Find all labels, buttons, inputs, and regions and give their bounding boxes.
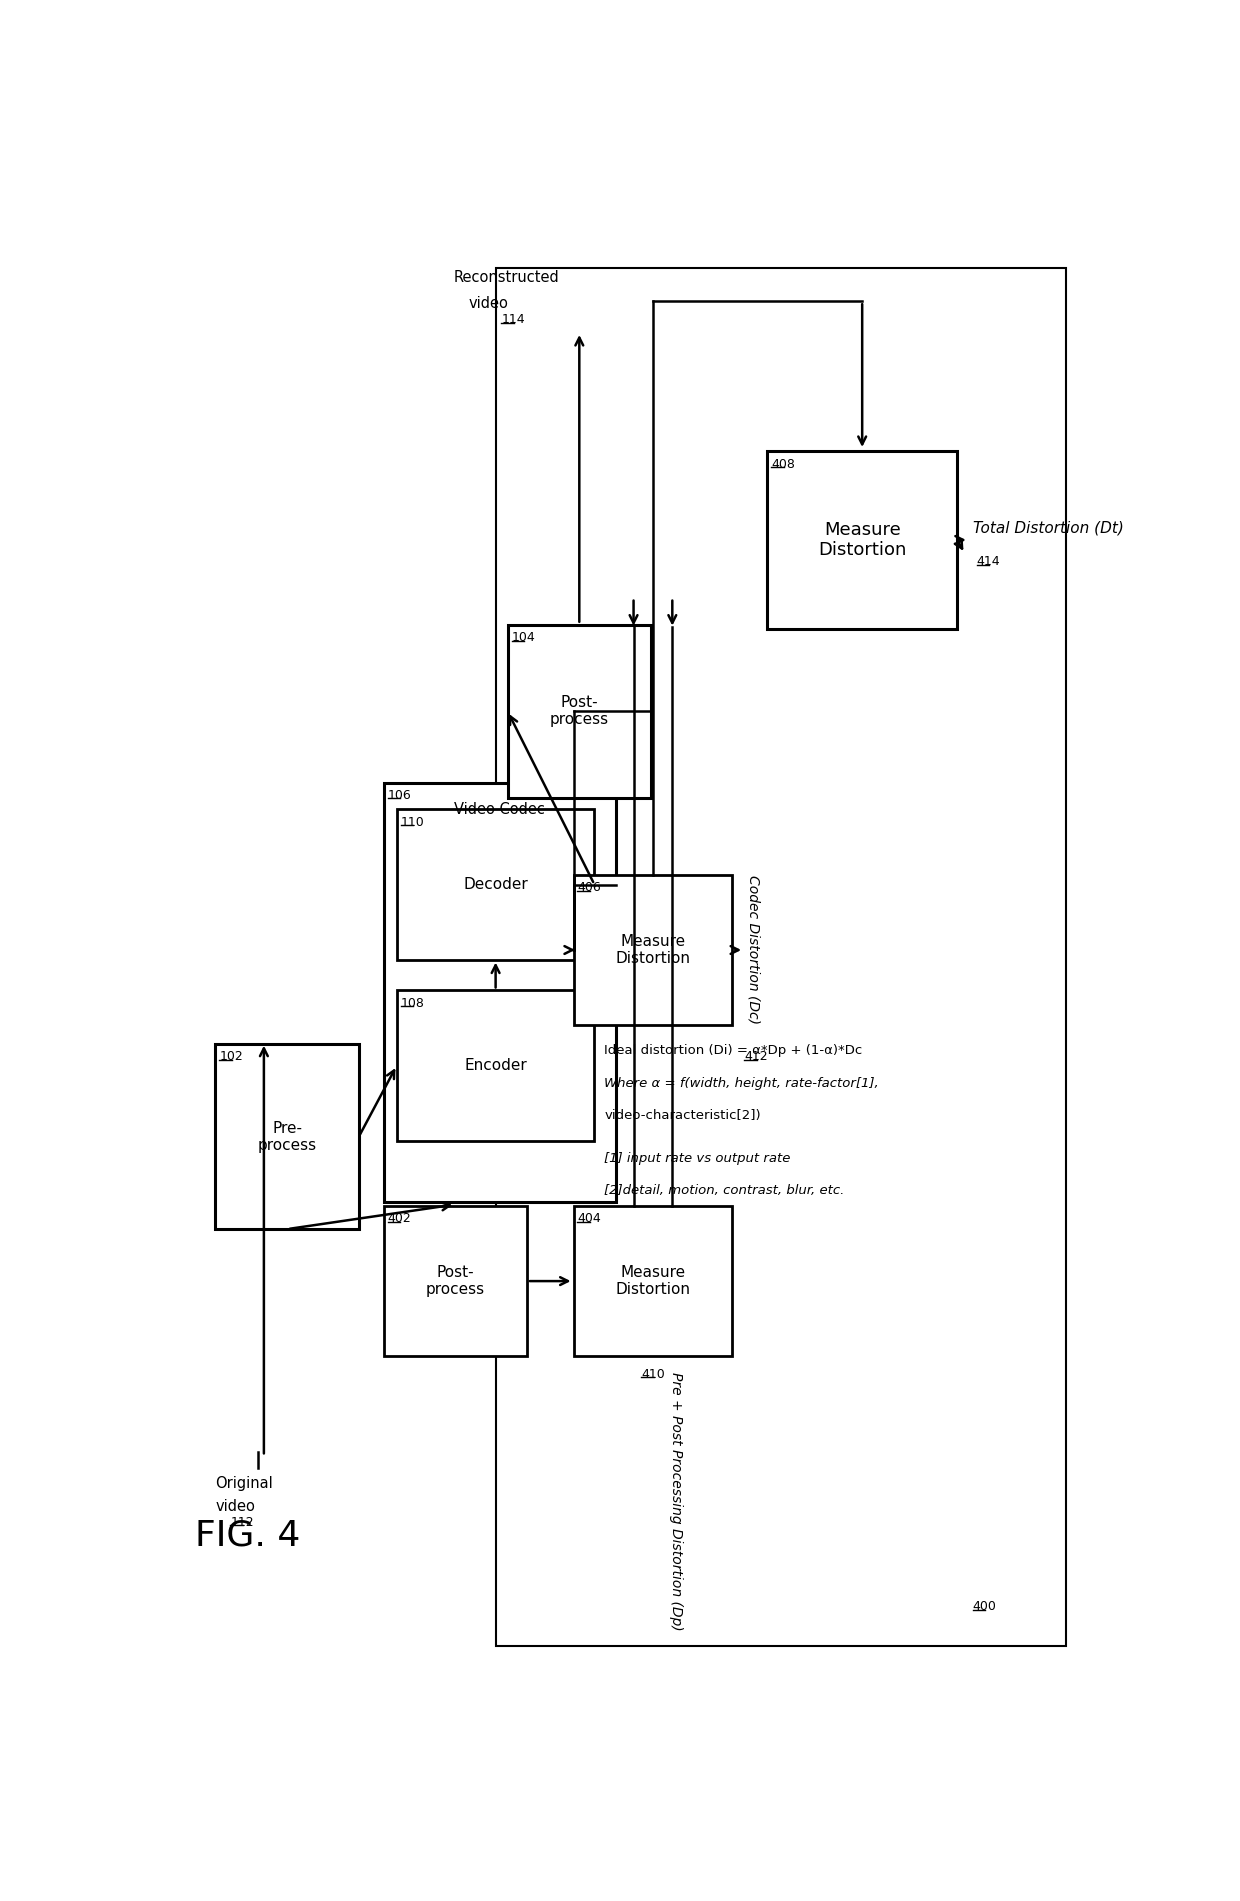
FancyBboxPatch shape	[383, 783, 616, 1201]
Text: video: video	[469, 297, 508, 312]
Text: Ideal distortion (Di) = α*Dp + (1-α)*Dc: Ideal distortion (Di) = α*Dp + (1-α)*Dc	[605, 1044, 863, 1057]
Text: Total Distortion (Dt): Total Distortion (Dt)	[972, 521, 1123, 536]
Text: Measure
Distortion: Measure Distortion	[615, 1264, 691, 1296]
Text: 104: 104	[511, 631, 536, 644]
FancyBboxPatch shape	[768, 451, 957, 629]
Text: 102: 102	[219, 1051, 243, 1063]
Text: 406: 406	[578, 880, 601, 893]
FancyBboxPatch shape	[507, 625, 651, 798]
FancyBboxPatch shape	[397, 990, 594, 1141]
Text: [2]detail, motion, contrast, blur, etc.: [2]detail, motion, contrast, blur, etc.	[605, 1184, 844, 1198]
FancyBboxPatch shape	[397, 810, 594, 960]
Text: Original: Original	[216, 1475, 273, 1490]
Text: video: video	[216, 1498, 255, 1513]
Text: Codec Distortion (Dc): Codec Distortion (Dc)	[746, 876, 760, 1025]
Text: 106: 106	[387, 789, 412, 802]
FancyBboxPatch shape	[496, 268, 1065, 1646]
Text: 404: 404	[578, 1213, 601, 1224]
Text: Video Codec: Video Codec	[454, 802, 546, 817]
Text: 410: 410	[641, 1367, 665, 1380]
Text: Post-
process: Post- process	[425, 1264, 485, 1296]
Text: 408: 408	[771, 458, 795, 471]
Text: 112: 112	[231, 1515, 254, 1528]
Text: Encoder: Encoder	[464, 1059, 527, 1072]
Text: Measure
Distortion: Measure Distortion	[615, 933, 691, 966]
FancyBboxPatch shape	[573, 874, 733, 1025]
Text: 400: 400	[972, 1601, 997, 1614]
Text: video-characteristic[2]): video-characteristic[2])	[605, 1108, 761, 1122]
Text: Pre-
process: Pre- process	[258, 1120, 316, 1152]
Text: FIG. 4: FIG. 4	[196, 1519, 300, 1553]
Text: 114: 114	[501, 314, 525, 325]
Text: Pre + Post Processing Distortion (Dp): Pre + Post Processing Distortion (Dp)	[670, 1371, 683, 1631]
Text: 412: 412	[744, 1049, 768, 1063]
Text: 402: 402	[387, 1213, 412, 1224]
Text: 110: 110	[401, 816, 424, 829]
Text: Post-
process: Post- process	[549, 696, 609, 728]
Text: Decoder: Decoder	[464, 876, 528, 892]
Text: Measure
Distortion: Measure Distortion	[818, 521, 906, 559]
FancyBboxPatch shape	[216, 1044, 358, 1230]
Text: 108: 108	[401, 996, 424, 1009]
FancyBboxPatch shape	[573, 1205, 733, 1355]
Text: 414: 414	[977, 555, 1001, 568]
Text: Reconstructed: Reconstructed	[454, 270, 559, 285]
Text: Where α = f(width, height, rate-factor[1],: Where α = f(width, height, rate-factor[1…	[605, 1076, 879, 1089]
FancyBboxPatch shape	[383, 1205, 527, 1355]
Text: [1] input rate vs output rate: [1] input rate vs output rate	[605, 1152, 791, 1165]
